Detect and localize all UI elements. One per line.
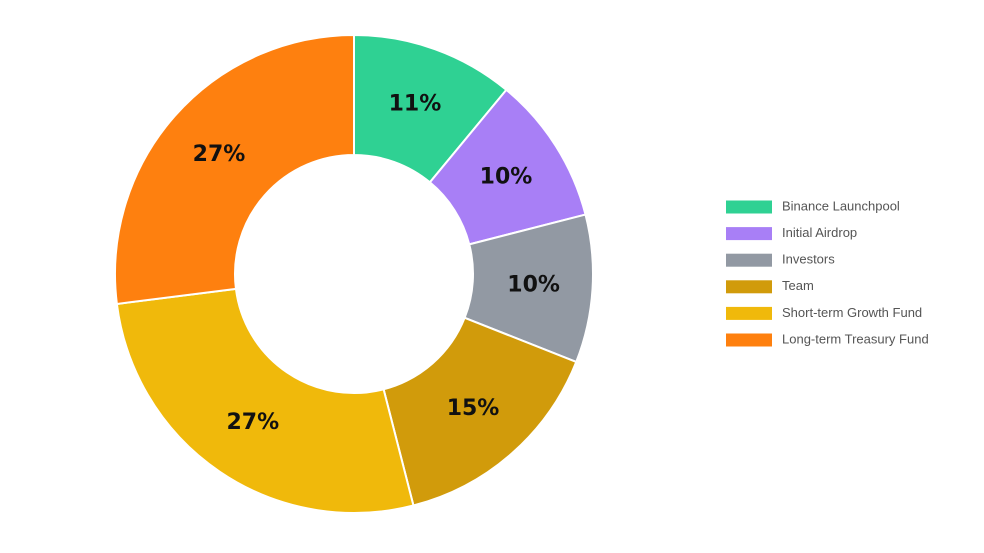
legend-swatch [726, 306, 772, 320]
value-label: 10% [507, 272, 560, 297]
value-label: 27% [193, 142, 246, 167]
donut-slice [382, 316, 578, 507]
donut-slice [114, 33, 355, 306]
value-label: 15% [447, 396, 500, 421]
legend-label: Long-term Treasury Fund [782, 331, 929, 346]
value-label: 10% [480, 165, 533, 190]
legend-swatch [726, 253, 772, 267]
legend-label: Investors [782, 252, 835, 267]
legend-swatch [726, 280, 772, 294]
legend-label: Initial Airdrop [782, 225, 857, 240]
legend-swatch [726, 200, 772, 214]
legend-label: Binance Launchpool [782, 198, 900, 213]
legend-label: Short-term Growth Fund [782, 305, 922, 320]
value-label: 27% [226, 410, 279, 435]
donut-slice [115, 287, 415, 514]
value-label: 11% [389, 92, 442, 117]
legend-swatch [726, 227, 772, 241]
legend-label: Team [782, 278, 814, 293]
legend-swatch [726, 333, 772, 347]
